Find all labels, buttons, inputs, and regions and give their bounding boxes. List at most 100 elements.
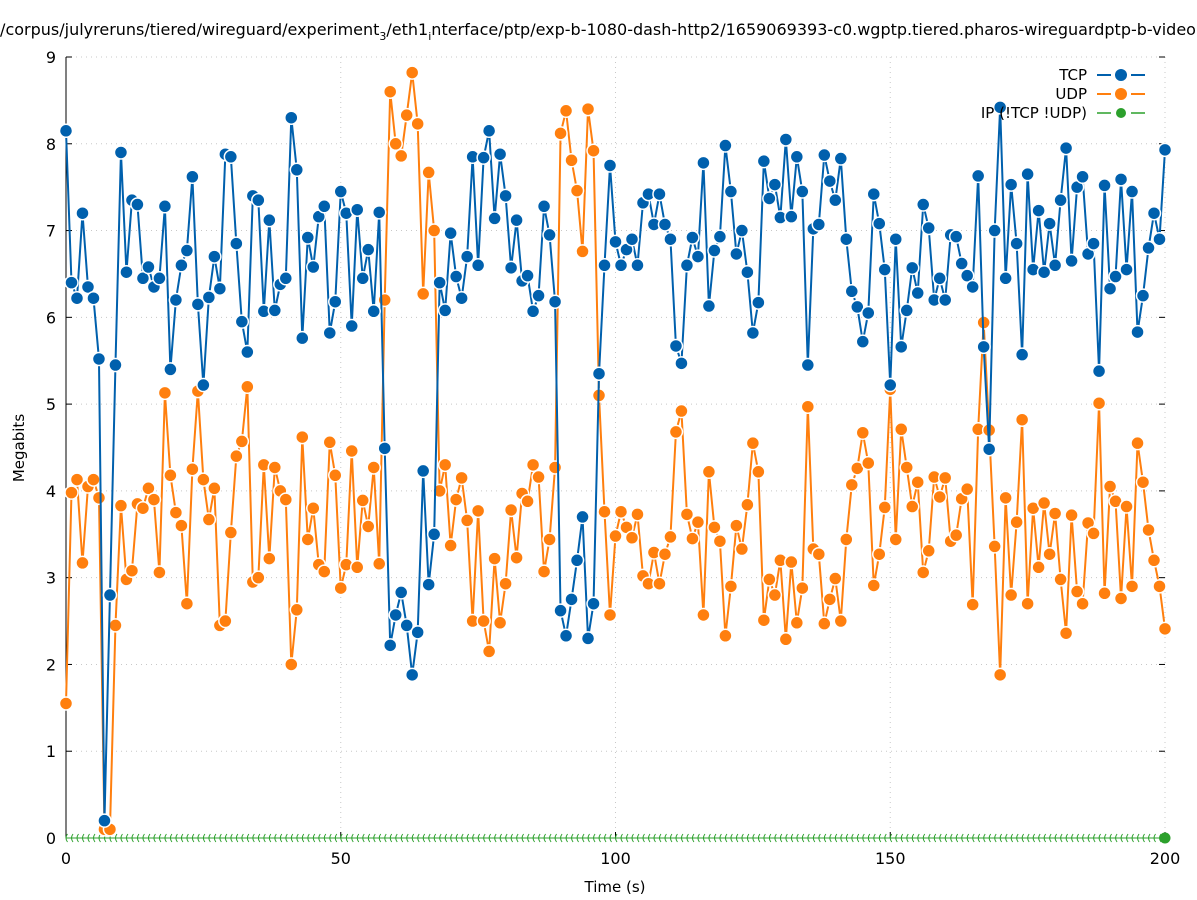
data-point <box>547 294 563 309</box>
data-point <box>1153 833 1156 843</box>
data-point <box>1010 833 1014 843</box>
data-point <box>1064 253 1079 269</box>
data-point <box>828 571 843 586</box>
data-point <box>800 357 816 373</box>
data-point <box>729 518 744 533</box>
data-point <box>262 551 277 566</box>
data-point <box>1036 264 1052 280</box>
data-point <box>895 833 898 843</box>
data-point <box>1082 833 1085 843</box>
data-point <box>371 205 387 220</box>
data-point <box>593 833 596 843</box>
data-point <box>208 833 211 843</box>
data-point <box>234 314 250 329</box>
data-point <box>536 199 552 214</box>
data-point <box>367 833 371 843</box>
data-point <box>113 145 129 160</box>
data-point <box>1053 572 1068 587</box>
data-point <box>630 507 645 522</box>
data-point <box>410 116 425 132</box>
data-point <box>223 149 239 165</box>
data-point <box>328 468 343 483</box>
data-point <box>999 833 1003 843</box>
data-point <box>911 833 915 843</box>
data-point <box>274 833 277 843</box>
data-point <box>1065 833 1069 843</box>
data-point <box>360 519 376 534</box>
data-point <box>822 592 838 607</box>
data-point <box>1049 833 1052 843</box>
data-point <box>196 377 211 393</box>
data-point <box>734 541 750 557</box>
data-point <box>1146 553 1162 568</box>
data-point <box>378 833 382 843</box>
data-point <box>202 833 206 843</box>
data-point <box>668 424 684 440</box>
data-point <box>549 833 552 843</box>
data-point <box>560 833 563 843</box>
data-point <box>877 500 893 515</box>
data-point <box>1115 833 1118 843</box>
data-point <box>531 288 546 303</box>
data-point <box>801 833 805 843</box>
data-point <box>1126 833 1129 843</box>
data-point <box>1086 236 1101 251</box>
data-point <box>987 539 1002 554</box>
data-point <box>917 833 920 843</box>
data-point <box>740 497 755 513</box>
data-point <box>602 607 618 623</box>
data-point <box>421 577 436 592</box>
data-point <box>1135 474 1151 490</box>
legend-item: TCP <box>1058 66 1145 84</box>
data-point <box>75 205 90 221</box>
data-point <box>393 585 409 600</box>
data-point <box>135 271 151 286</box>
data-point <box>1064 507 1079 523</box>
data-point <box>97 813 112 828</box>
data-point <box>285 833 288 843</box>
data-point <box>229 448 244 464</box>
data-point <box>569 553 585 568</box>
data-point <box>872 216 887 231</box>
data-point <box>470 503 486 519</box>
data-point <box>267 303 283 318</box>
chart-title: /corpus/julyreruns/tiered/wireguard/expe… <box>0 20 1196 43</box>
data-point <box>679 258 695 273</box>
data-point <box>175 833 178 843</box>
data-point <box>554 833 557 843</box>
data-point <box>685 230 700 245</box>
data-point <box>774 833 777 843</box>
data-point <box>795 580 810 596</box>
data-point <box>790 833 794 843</box>
data-point <box>384 833 387 843</box>
data-point <box>812 833 816 843</box>
data-point <box>988 833 992 843</box>
data-point <box>779 833 783 843</box>
data-point <box>406 833 409 843</box>
data-point <box>92 833 96 843</box>
data-point <box>1120 833 1123 843</box>
data-point <box>970 168 986 184</box>
data-point <box>448 269 464 284</box>
data-point <box>873 833 876 843</box>
data-point <box>587 833 590 843</box>
data-point <box>839 532 854 547</box>
data-point <box>141 259 156 275</box>
tick-labels: 0 1 2 3 4 5 6 7 8 9 0 50 100 150 200 <box>46 48 1180 868</box>
data-point <box>180 833 184 843</box>
data-point <box>723 184 739 199</box>
data-point <box>889 833 893 843</box>
data-point <box>329 833 332 843</box>
data-point <box>1091 395 1107 411</box>
data-point <box>499 833 503 843</box>
data-point <box>1043 833 1047 843</box>
data-point <box>224 833 228 843</box>
data-point <box>230 833 233 843</box>
data-point <box>108 618 123 633</box>
data-point <box>883 377 898 393</box>
data-point <box>702 833 706 843</box>
data-point <box>487 211 502 226</box>
data-point <box>323 833 327 843</box>
data-point <box>168 292 184 308</box>
data-point <box>142 833 145 843</box>
